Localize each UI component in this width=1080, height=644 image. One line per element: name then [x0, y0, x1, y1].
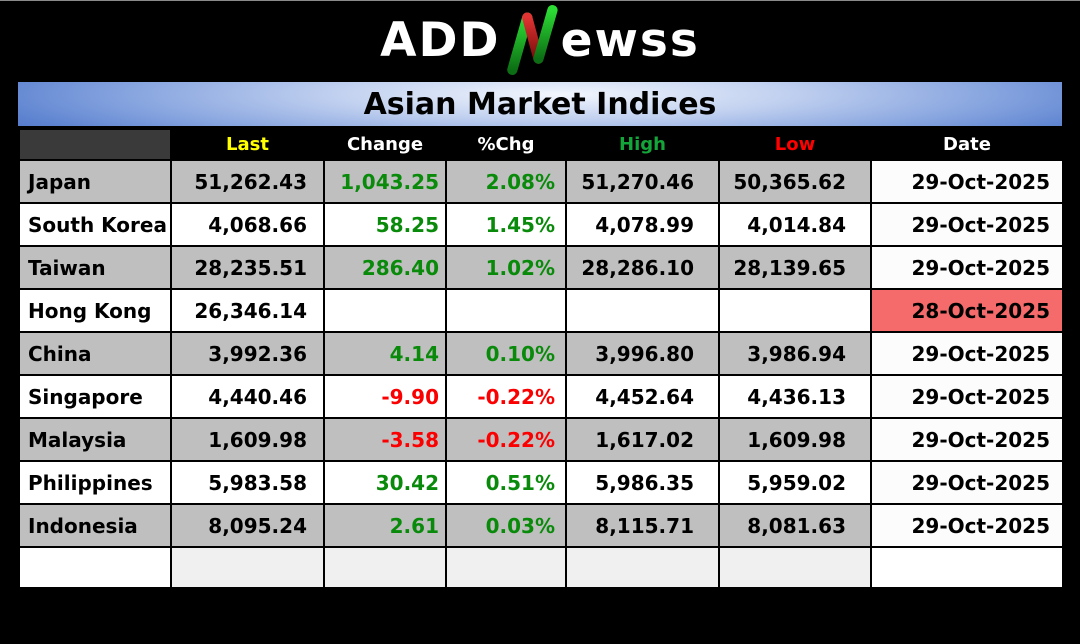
- high-cell: 1,617.02: [565, 417, 720, 462]
- last-value-cell: 3,992.36: [170, 331, 325, 376]
- change-cell: [323, 546, 447, 589]
- last-value-cell: 4,068.66: [170, 202, 325, 247]
- high-cell: [565, 546, 720, 589]
- high-cell: 4,078.99: [565, 202, 720, 247]
- pct-change-cell: 2.08%: [445, 159, 567, 204]
- pct-change-cell: [445, 546, 567, 589]
- date-cell: 28-Oct-2025: [870, 288, 1064, 333]
- index-name-cell: Indonesia: [18, 503, 172, 548]
- high-cell: [565, 288, 720, 333]
- change-cell: 1,043.25: [323, 159, 447, 204]
- change-cell: 58.25: [323, 202, 447, 247]
- table-row: Hong Kong 26,346.14 28-Oct-2025: [18, 288, 1064, 333]
- header-low: Low: [718, 128, 872, 161]
- last-value-cell: 28,235.51: [170, 245, 325, 290]
- last-value-cell: [170, 546, 325, 589]
- pct-change-cell: 0.03%: [445, 503, 567, 548]
- empty-row: [18, 546, 1064, 589]
- high-cell: 8,115.71: [565, 503, 720, 548]
- market-indices-table: Last Change %Chg High Low Date Japan 51,2…: [18, 128, 1064, 589]
- low-cell: 28,139.65: [718, 245, 872, 290]
- pct-change-cell: -0.22%: [445, 374, 567, 419]
- logo-text-suffix: ewss: [560, 12, 700, 68]
- table-row: Philippines 5,983.58 30.42 0.51% 5,986.35 5,9…: [18, 460, 1064, 505]
- index-name-cell: Japan: [18, 159, 172, 204]
- pct-change-cell: 0.51%: [445, 460, 567, 505]
- change-cell: -3.58: [323, 417, 447, 462]
- low-cell: [718, 288, 872, 333]
- table-row: Japan 51,262.43 1,043.25 2.08% 51,270.46 50,3…: [18, 159, 1064, 204]
- low-cell: 1,609.98: [718, 417, 872, 462]
- pct-change-cell: -0.22%: [445, 417, 567, 462]
- change-cell: 2.61: [323, 503, 447, 548]
- header-pctchg: %Chg: [445, 128, 567, 161]
- change-cell: [323, 288, 447, 333]
- index-name-cell: Malaysia: [18, 417, 172, 462]
- logo-n-candlestick-icon: [506, 4, 558, 75]
- index-name-cell: Hong Kong: [18, 288, 172, 333]
- index-name-cell: Singapore: [18, 374, 172, 419]
- date-cell: 29-Oct-2025: [870, 202, 1064, 247]
- table-row: Taiwan 28,235.51 286.40 1.02% 28,286.10 28,13…: [18, 245, 1064, 290]
- high-cell: 4,452.64: [565, 374, 720, 419]
- page-title: Asian Market Indices: [363, 86, 717, 122]
- table-row: China 3,992.36 4.14 0.10% 3,996.80 3,986.94 29…: [18, 331, 1064, 376]
- index-name-cell: China: [18, 331, 172, 376]
- high-cell: 51,270.46: [565, 159, 720, 204]
- low-cell: [718, 546, 872, 589]
- header-high: High: [565, 128, 720, 161]
- date-cell: 29-Oct-2025: [870, 245, 1064, 290]
- last-value-cell: 5,983.58: [170, 460, 325, 505]
- low-cell: 8,081.63: [718, 503, 872, 548]
- change-cell: 286.40: [323, 245, 447, 290]
- low-cell: 4,014.84: [718, 202, 872, 247]
- date-cell: 29-Oct-2025: [870, 460, 1064, 505]
- table-row: Singapore 4,440.46 -9.90 -0.22% 4,452.64 4,43…: [18, 374, 1064, 419]
- brand-logo: ADD ewss: [0, 1, 1080, 79]
- last-value-cell: 4,440.46: [170, 374, 325, 419]
- change-cell: 4.14: [323, 331, 447, 376]
- table-row: South Korea 4,068.66 58.25 1.45% 4,078.99 4,0…: [18, 202, 1064, 247]
- table-row: Indonesia 8,095.24 2.61 0.03% 8,115.71 8,081.…: [18, 503, 1064, 548]
- last-value-cell: 8,095.24: [170, 503, 325, 548]
- pct-change-cell: 1.02%: [445, 245, 567, 290]
- date-cell: [870, 546, 1064, 589]
- index-name-cell: Philippines: [18, 460, 172, 505]
- change-cell: -9.90: [323, 374, 447, 419]
- low-cell: 4,436.13: [718, 374, 872, 419]
- high-cell: 5,986.35: [565, 460, 720, 505]
- header-last: Last: [170, 128, 325, 161]
- high-cell: 3,996.80: [565, 331, 720, 376]
- index-name-cell: South Korea: [18, 202, 172, 247]
- header-change: Change: [323, 128, 447, 161]
- title-banner: Asian Market Indices: [18, 82, 1062, 126]
- date-cell: 29-Oct-2025: [870, 417, 1064, 462]
- change-cell: 30.42: [323, 460, 447, 505]
- last-value-cell: 26,346.14: [170, 288, 325, 333]
- high-cell: 28,286.10: [565, 245, 720, 290]
- header-corner-cell: [18, 128, 172, 161]
- low-cell: 3,986.94: [718, 331, 872, 376]
- low-cell: 50,365.62: [718, 159, 872, 204]
- pct-change-cell: [445, 288, 567, 333]
- index-name-cell: [18, 546, 172, 589]
- date-cell: 29-Oct-2025: [870, 331, 1064, 376]
- date-cell: 29-Oct-2025: [870, 159, 1064, 204]
- date-cell: 29-Oct-2025: [870, 374, 1064, 419]
- index-name-cell: Taiwan: [18, 245, 172, 290]
- last-value-cell: 51,262.43: [170, 159, 325, 204]
- table-row: Malaysia 1,609.98 -3.58 -0.22% 1,617.02 1,609…: [18, 417, 1064, 462]
- pct-change-cell: 0.10%: [445, 331, 567, 376]
- low-cell: 5,959.02: [718, 460, 872, 505]
- pct-change-cell: 1.45%: [445, 202, 567, 247]
- logo-text-prefix: ADD: [380, 12, 501, 68]
- table-header-row: Last Change %Chg High Low Date: [18, 128, 1064, 161]
- header-date: Date: [870, 128, 1064, 161]
- last-value-cell: 1,609.98: [170, 417, 325, 462]
- date-cell: 29-Oct-2025: [870, 503, 1064, 548]
